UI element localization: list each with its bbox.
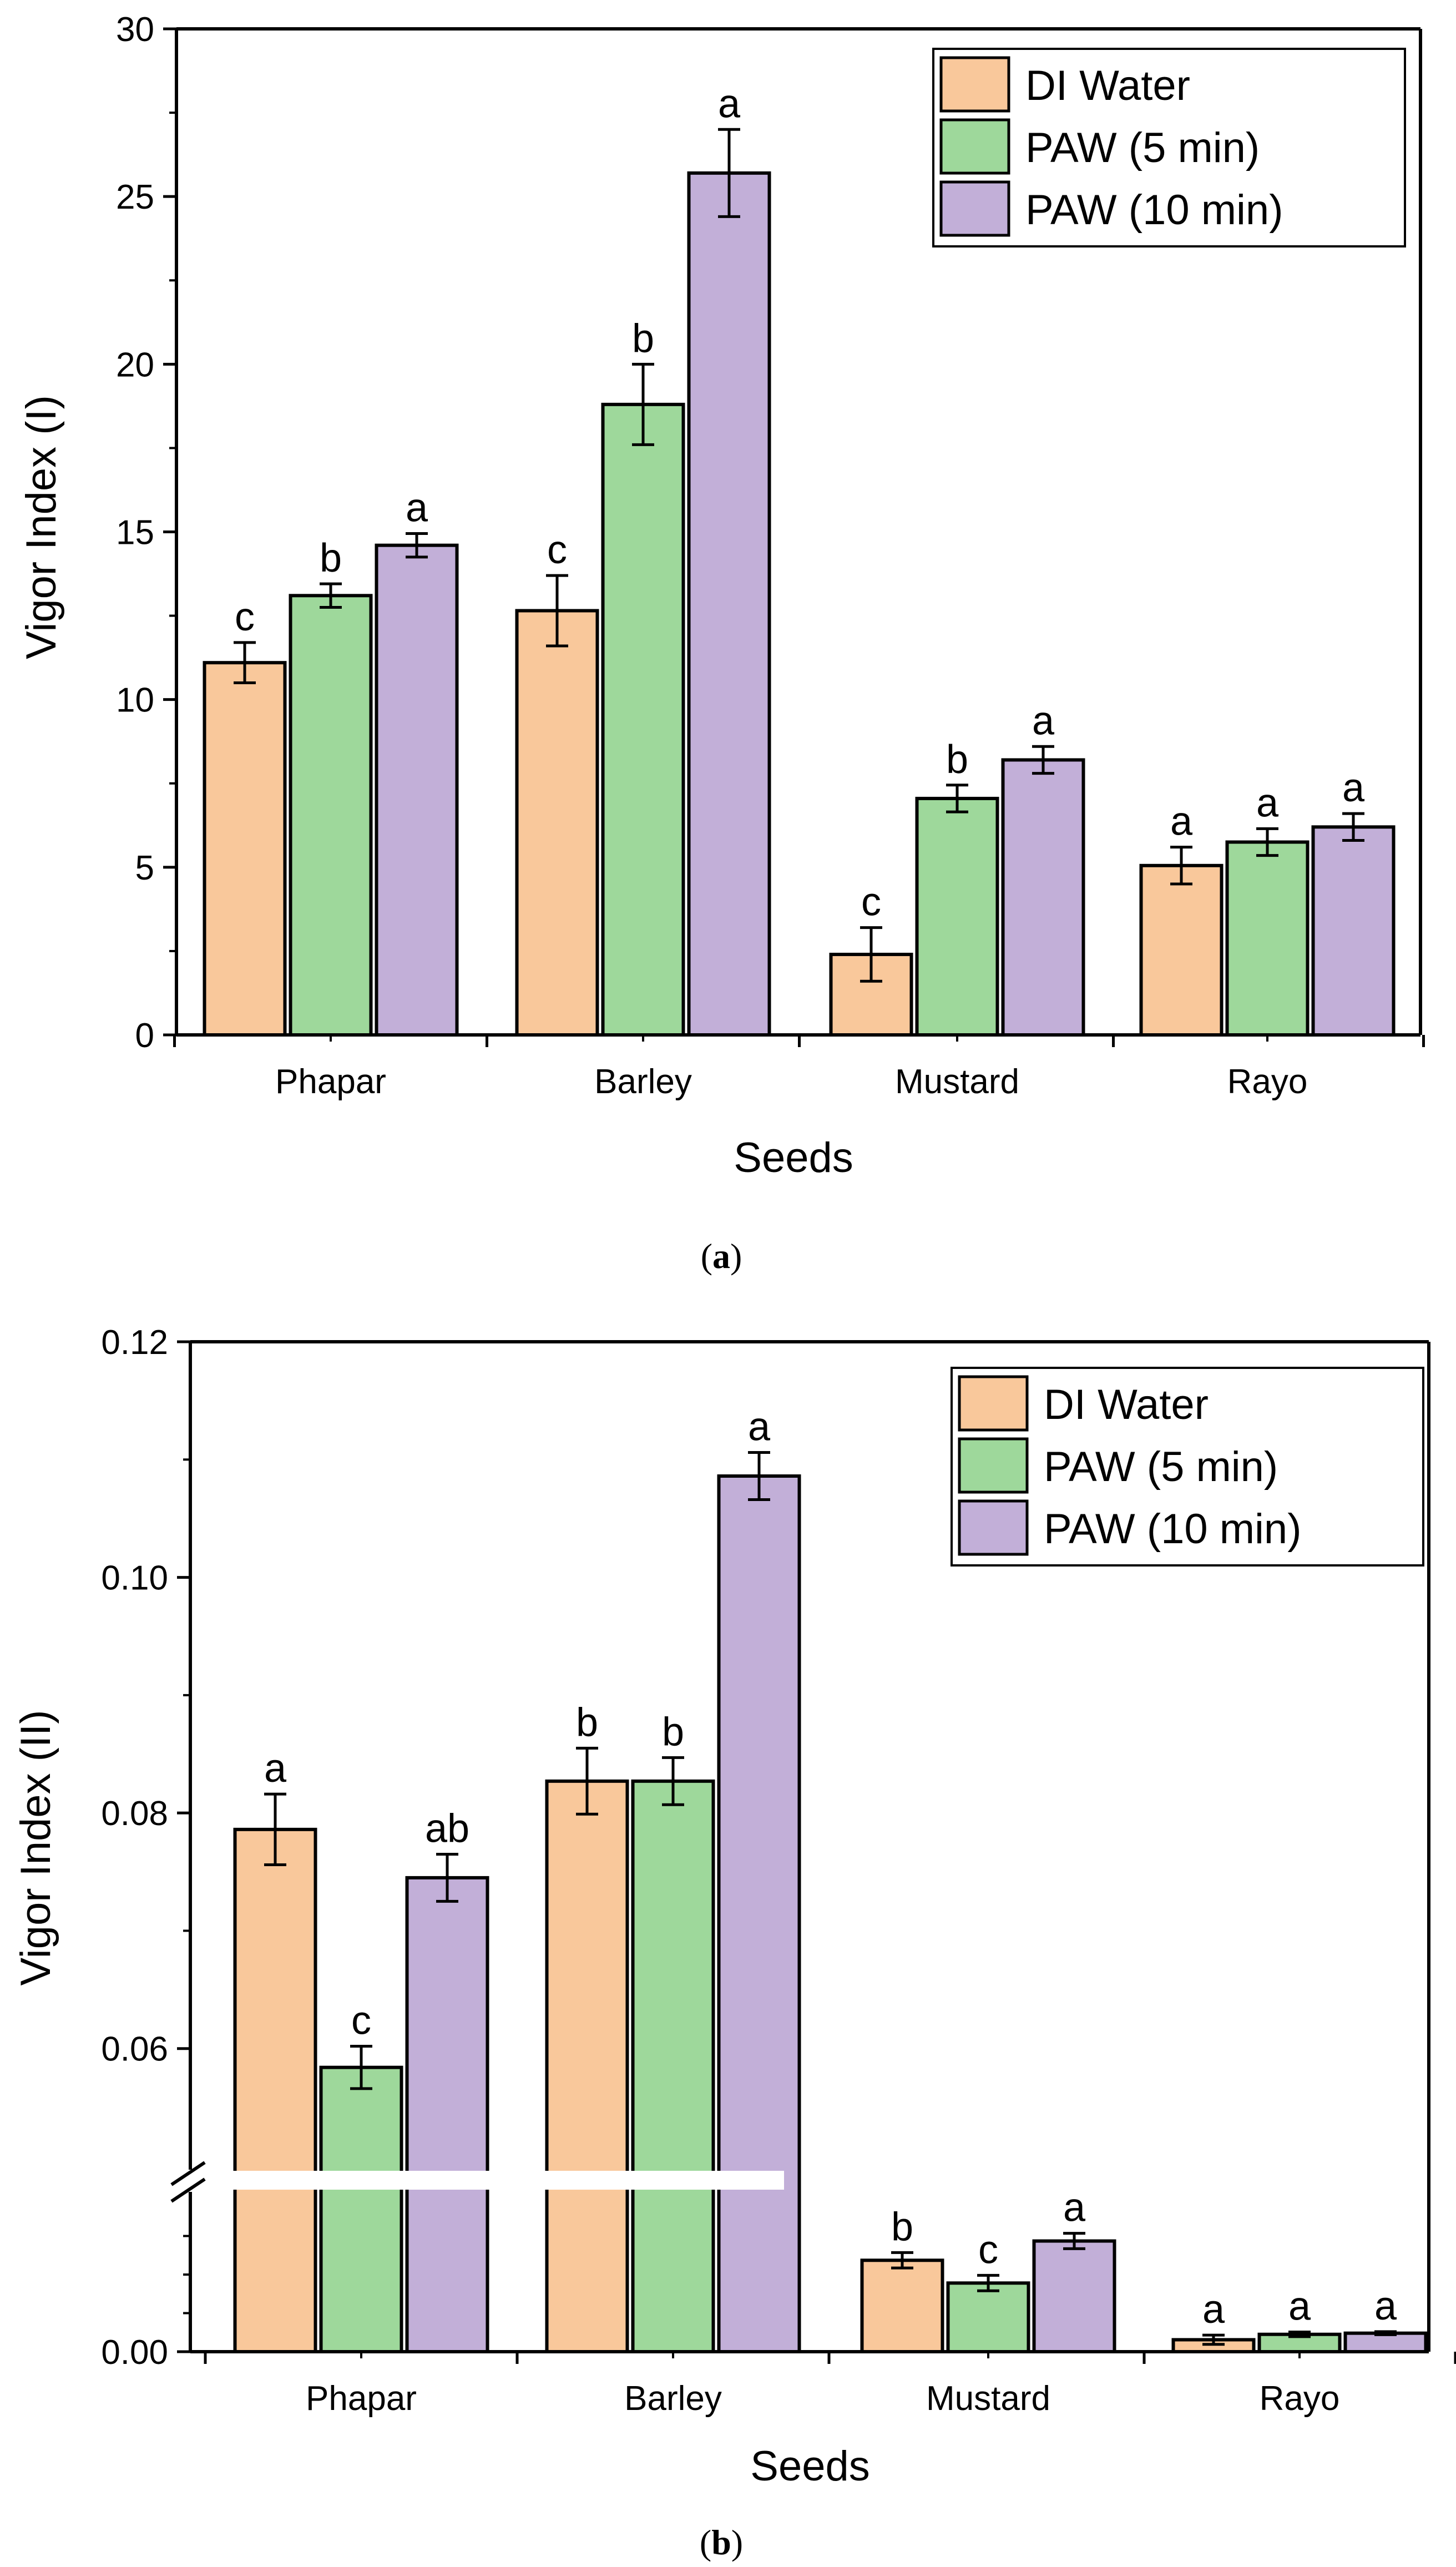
legend-swatch [958,1437,1029,1494]
legend-swatch [958,1375,1029,1432]
bar [233,1827,317,2353]
y-tick-label: 0 [135,1017,154,1055]
significance-letter: c [235,595,255,639]
y-tick-label: 0.12 [101,1323,168,1362]
significance-letter: a [264,1746,287,1791]
bar [405,1876,489,2353]
y-tick-label: 25 [116,178,154,216]
legend-label: PAW (10 min) [1044,1505,1302,1553]
caption-letter: b [711,2523,731,2562]
chart-panel-a: Vigor Index (I) Seeds (a) c c c a b b b a a a a a 0 5… [18,11,1425,1276]
x-tick-label: Phapar [306,2379,417,2418]
legend-swatch [939,118,1010,175]
x-axis-label: Seeds [750,2443,870,2490]
bar [203,661,287,1037]
bar [319,2065,403,2353]
y-tick-label: 10 [116,681,154,720]
bar [946,2281,1030,2354]
significance-letter: b [662,1710,684,1754]
axis-break-mark [170,2177,206,2203]
bar [601,402,685,1037]
y-tick-label: 5 [135,849,154,887]
x-tick-label: Mustard [895,1063,1019,1101]
caption-letter: a [712,1236,730,1276]
significance-letter: b [576,1700,598,1745]
bar [289,594,373,1037]
x-tick-label: Rayo [1227,1063,1308,1101]
bar [1001,758,1085,1037]
significance-letter: c [351,1998,371,2043]
legend-box [951,1367,1424,1567]
significance-letter: a [1202,2287,1225,2332]
bar [860,2258,944,2353]
legend-box [932,48,1406,247]
y-tick-label: 15 [116,514,154,552]
x-tick-label: Barley [624,2379,722,2418]
bar [717,1474,801,2353]
x-tick-label: Phapar [275,1063,386,1101]
bar [545,1779,629,2353]
legend-label: PAW (5 min) [1044,1443,1278,1490]
y-tick-label: 20 [116,346,154,384]
bar [915,796,999,1037]
y-tick-label: 0.08 [101,1795,168,1833]
x-tick-label: Barley [594,1063,692,1101]
legend-label: DI Water [1044,1381,1209,1428]
significance-letter: b [891,2205,913,2249]
bar [1139,863,1224,1037]
panel-caption: (a) [701,1236,742,1276]
significance-letter: a [1256,781,1279,825]
bar [1032,2239,1116,2353]
significance-letter: ab [425,1806,469,1851]
significance-letter: a [1032,699,1055,743]
x-tick-label: Rayo [1260,2379,1340,2418]
legend-label: PAW (10 min) [1025,186,1283,234]
bar [515,609,599,1037]
y-axis-label: Vigor Index (II) [12,1710,59,1985]
legend-label: PAW (5 min) [1025,124,1260,171]
significance-letter: c [547,528,567,572]
bar [1311,825,1396,1037]
bar [1225,840,1310,1037]
axis-break-mark [170,2161,206,2186]
significance-letter: a [1288,2285,1311,2329]
significance-letter: a [1374,2284,1397,2328]
x-tick-label: Mustard [926,2379,1050,2418]
significance-letter: a [1342,766,1365,810]
significance-letter: b [632,316,654,361]
y-tick-label: 0.10 [101,1559,168,1598]
legend-swatch [939,56,1010,113]
y-tick-label: 30 [116,11,154,49]
significance-letter: a [406,486,428,530]
panel-caption: (b) [700,2523,743,2562]
y-tick-label: 0.06 [101,2030,168,2069]
y-tick-label: 0.00 [101,2333,168,2372]
significance-letter: b [946,737,968,782]
legend-swatch [939,180,1010,237]
bar [687,171,771,1037]
chart-panel-b: Vigor Index (II) Seeds (b) abbacbcaabaaa… [12,1323,1456,2562]
legend-swatch [958,1499,1029,1556]
bar [375,543,459,1037]
significance-letter: a [1063,2186,1086,2230]
legend-label: DI Water [1025,62,1190,109]
significance-letter: c [978,2227,998,2272]
significance-letter: a [718,82,741,126]
axis-break-gap [168,2171,784,2190]
y-axis-label: Vigor Index (I) [18,395,65,659]
significance-letter: a [1170,800,1193,844]
significance-letter: b [320,536,342,580]
significance-letter: c [861,880,881,924]
significance-letter: a [748,1405,771,1449]
x-axis-label: Seeds [734,1134,853,1181]
bar [631,1779,715,2353]
